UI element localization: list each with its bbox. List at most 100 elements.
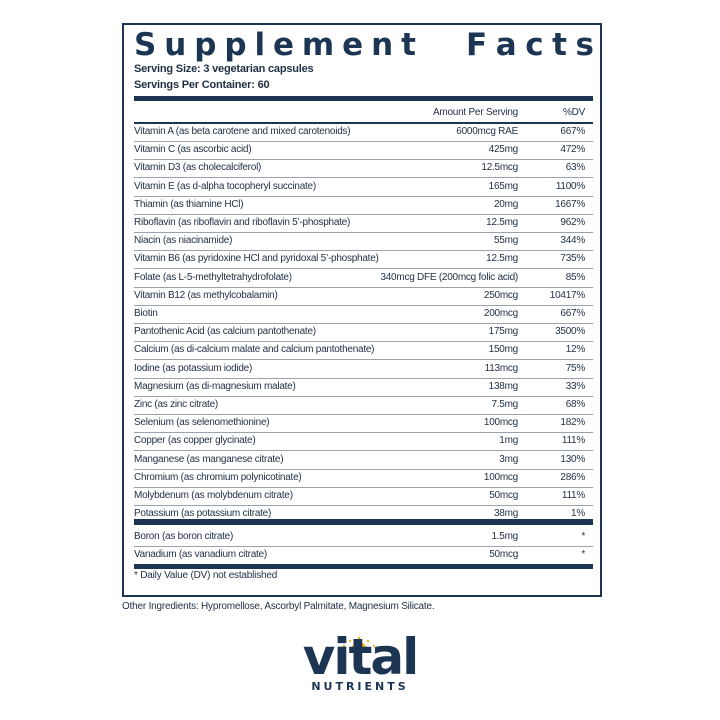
divider-thick: [134, 96, 593, 101]
nutrient-amount: 100mcg: [483, 417, 518, 429]
divider-thick: [134, 519, 593, 525]
table-row: Thiamin (as thiamine HCl) 20mg 1667%: [134, 196, 593, 215]
sun-icon: [342, 636, 376, 650]
dv-header: %DV: [562, 107, 585, 118]
nutrient-name: Vitamin E (as d-alpha tocopheryl succina…: [134, 180, 316, 192]
nutrient-amount: 175mg: [488, 326, 519, 338]
nutrient-dv: 12%: [565, 344, 586, 356]
nutrient-name: Iodine (as potassium iodide): [134, 362, 253, 374]
logo-sub: NUTRIENTS: [311, 680, 409, 693]
table-row: Vitamin E (as d-alpha tocopheryl succina…: [134, 178, 593, 197]
nutrient-name: Vitamin B6 (as pyridoxine HCl and pyrido…: [134, 253, 379, 265]
nutrient-name: Vitamin B12 (as methylcobalamin): [134, 289, 278, 301]
table-row: Zinc (as zinc citrate) 7.5mg 68%: [134, 396, 593, 415]
nutrient-dv: 1100%: [555, 180, 585, 192]
table-header: Amount Per Serving %DV: [134, 104, 593, 124]
serving-size: Serving Size: 3 vegetarian capsules: [134, 63, 314, 75]
nutrient-dv: 111%: [561, 435, 585, 447]
nutrient-amount: 100mcg: [483, 471, 518, 483]
nutrient-dv: 130%: [560, 453, 585, 465]
nutrient-amount: 113mcg: [484, 362, 519, 374]
nutrient-name: Calcium (as di-calcium malate and calciu…: [134, 344, 375, 356]
nutrient-dv: 1%: [571, 508, 585, 520]
nutrient-amount: 12.5mg: [486, 217, 518, 228]
nutrient-amount: 3mg: [499, 453, 518, 465]
nutrient-name: Boron (as boron citrate): [134, 531, 234, 542]
table-row: Magnesium (as di-magnesium malate) 138mg 3…: [134, 378, 593, 397]
nutrient-amount: 165mg: [488, 180, 519, 192]
nutrient-dv: 33%: [565, 380, 586, 392]
nutrient-name: Vitamin C (as ascorbic acid): [134, 144, 252, 156]
nutrient-name: Selenium (as selenomethionine): [134, 417, 270, 429]
nutrient-name: Biotin: [134, 308, 158, 319]
nutrient-name: Niacin (as niacinamide): [134, 235, 233, 247]
nutrient-dv: 667%: [560, 308, 585, 319]
table-row: Chromium (as chromium polynicotinate) 100…: [134, 469, 593, 488]
table-row: Boron (as boron citrate) 1.5mg *: [134, 528, 593, 547]
nutrient-dv: 182%: [560, 417, 585, 429]
amount-header: Amount Per Serving: [433, 107, 518, 118]
table-row: Potassium (as potassium citrate) 38mg 1%: [134, 505, 593, 523]
nutrient-dv: 1667%: [555, 198, 585, 210]
nutrient-name: Potassium (as potassium citrate): [134, 508, 272, 520]
table-row: Niacin (as niacinamide) 55mg 344%: [134, 232, 593, 252]
nutrient-amount: 7.5mg: [491, 399, 518, 410]
nutrient-name: Vitamin A (as beta carotene and mixed ca…: [134, 126, 351, 137]
nutrient-amount: 1mg: [499, 435, 518, 447]
table-row: Vanadium (as vanadium citrate) 50mcg *: [134, 546, 593, 564]
nutrient-amount: 38mg: [493, 508, 518, 520]
nutrient-name: Chromium (as chromium polynicotinate): [134, 471, 302, 483]
nutrient-name: Molybdenum (as molybdenum citrate): [134, 490, 293, 501]
nutrient-name: Zinc (as zinc citrate): [134, 399, 218, 410]
nutrient-amount: 150mg: [488, 344, 519, 356]
nutrient-amount: 425mg: [488, 144, 519, 156]
nutrient-dv: 667%: [560, 126, 585, 137]
nutrient-amount: 20mg: [493, 198, 518, 210]
table-row: Selenium (as selenomethionine) 100mcg 182%: [134, 414, 593, 434]
nutrient-dv: *: [581, 549, 585, 561]
nutrient-amount: 6000mcg RAE: [456, 126, 518, 137]
nutrient-dv: 63%: [565, 162, 586, 174]
table-row: Molybdenum (as molybdenum citrate) 50mcg 1…: [134, 487, 593, 506]
nutrient-name: Magnesium (as di-magnesium malate): [134, 380, 296, 392]
nutrient-name: Pantothenic Acid (as calcium pantothenat…: [134, 326, 316, 338]
nutrient-amount: 340mcg DFE (200mcg folic acid): [380, 271, 518, 283]
table-row: Calcium (as di-calcium malate and calciu…: [134, 341, 593, 361]
nutrient-amount: 250mcg: [483, 289, 518, 301]
nutrient-dv: 735%: [560, 253, 585, 265]
nutrient-dv: 3500%: [555, 326, 585, 338]
table-row: Riboflavin (as riboflavin and riboflavin…: [134, 214, 593, 233]
nutrient-amount: 1.5mg: [491, 531, 518, 542]
nutrient-amount: 55mg: [493, 235, 518, 247]
nutrient-name: Riboflavin (as riboflavin and riboflavin…: [134, 217, 351, 228]
nutrient-dv: 75%: [565, 362, 586, 374]
table-row: Copper (as copper glycinate) 1mg 111%: [134, 432, 593, 452]
nutrient-name: Vanadium (as vanadium citrate): [134, 549, 267, 561]
logo-word: vital: [302, 628, 420, 686]
table-row: Vitamin C (as ascorbic acid) 425mg 472%: [134, 141, 593, 161]
table-row: Vitamin A (as beta carotene and mixed ca…: [134, 123, 593, 142]
table-row: Vitamin D3 (as cholecalciferol) 12.5mcg 63…: [134, 159, 593, 179]
nutrient-amount: 12.5mcg: [481, 162, 518, 174]
nutrient-dv: 286%: [560, 471, 585, 483]
table-row: Manganese (as manganese citrate) 3mg 130%: [134, 451, 593, 470]
nutrient-name: Folate (as L-5-methyltetrahydrofolate): [134, 271, 292, 283]
nutrient-amount: 50mcg: [489, 549, 518, 561]
other-ingredients: Other Ingredients: Hypromellose, Ascorby…: [122, 601, 435, 612]
nutrient-dv: 68%: [565, 399, 586, 410]
nutrient-dv: 10417%: [549, 289, 585, 301]
nutrient-name: Manganese (as manganese citrate): [134, 453, 284, 465]
table-row: Vitamin B12 (as methylcobalamin) 250mcg 10…: [134, 287, 593, 306]
footnote: * Daily Value (DV) not established: [134, 570, 278, 581]
table-row: Pantothenic Acid (as calcium pantothenat…: [134, 323, 593, 343]
nutrient-dv: 344%: [560, 235, 585, 247]
divider-thick: [134, 564, 593, 569]
nutrient-name: Copper (as copper glycinate): [134, 435, 256, 447]
table-row: Folate (as L-5-methyltetrahydrofolate) 34…: [134, 269, 593, 288]
brand-logo: vital NUTRIENTS: [0, 632, 720, 693]
nutrient-dv: 85%: [565, 271, 586, 283]
